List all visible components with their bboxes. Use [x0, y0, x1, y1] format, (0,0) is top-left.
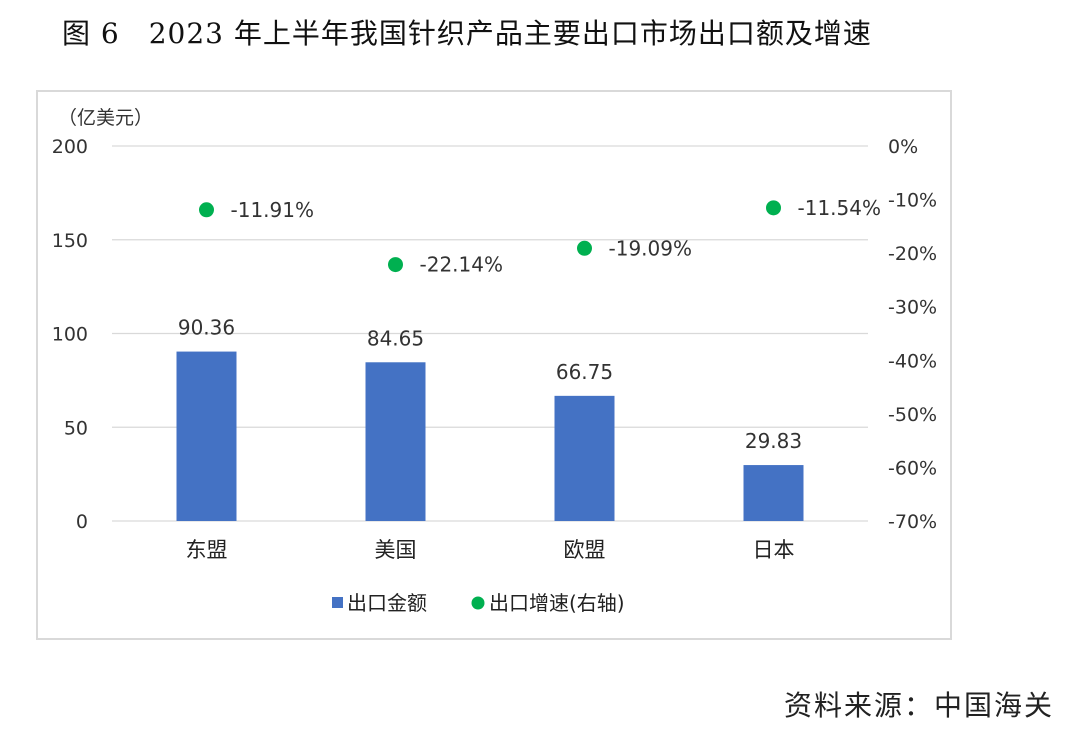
growth-dot: [199, 202, 214, 218]
chart-frame: [36, 90, 952, 640]
x-category-label: 日本: [753, 538, 795, 562]
legend-dot-swatch: [471, 596, 485, 610]
y-left-tick-label: 0: [76, 511, 88, 533]
y-left-tick-label: 150: [52, 230, 88, 252]
x-category-label: 东盟: [186, 538, 228, 562]
x-category-label: 欧盟: [564, 538, 606, 562]
legend-bar-swatch: [332, 597, 343, 608]
growth-data-label: -19.09%: [609, 236, 692, 260]
bar-data-label: 66.75: [556, 360, 613, 384]
y-left-unit-label: （亿美元）: [58, 107, 153, 129]
growth-data-label: -22.14%: [420, 253, 503, 277]
bar: [743, 465, 804, 521]
y-right-tick-label: -60%: [888, 457, 937, 479]
growth-dot: [577, 240, 592, 256]
bar-data-label: 29.83: [745, 429, 802, 453]
growth-dot: [388, 257, 403, 273]
x-category-label: 美国: [375, 538, 417, 562]
chart-title: 图 6 2023 年上半年我国针织产品主要出口市场出口额及增速: [62, 17, 872, 50]
bar: [176, 351, 237, 521]
y-right-tick-label: -70%: [888, 511, 937, 533]
y-right-tick-label: -50%: [888, 404, 937, 426]
source-note: 资料来源：中国海关: [783, 689, 1054, 722]
y-right-tick-label: -40%: [888, 350, 937, 372]
growth-dot: [766, 200, 781, 216]
y-right-tick-label: 0%: [888, 136, 918, 158]
y-right-tick-label: -10%: [888, 190, 937, 212]
bar: [365, 362, 426, 521]
y-left-tick-label: 200: [52, 136, 88, 158]
y-right-tick-label: -30%: [888, 297, 937, 319]
growth-data-label: -11.54%: [798, 196, 881, 220]
bar-data-label: 90.36: [178, 316, 235, 340]
y-left-tick-label: 100: [52, 324, 88, 346]
growth-data-label: -11.91%: [231, 198, 314, 222]
bar-data-label: 84.65: [367, 326, 424, 350]
y-right-tick-label: -20%: [888, 243, 937, 265]
legend-dot-label: 出口增速(右轴): [489, 591, 625, 615]
y-left-tick-label: 50: [64, 417, 88, 439]
bar: [554, 395, 615, 521]
legend-bar-label: 出口金额: [347, 591, 427, 615]
